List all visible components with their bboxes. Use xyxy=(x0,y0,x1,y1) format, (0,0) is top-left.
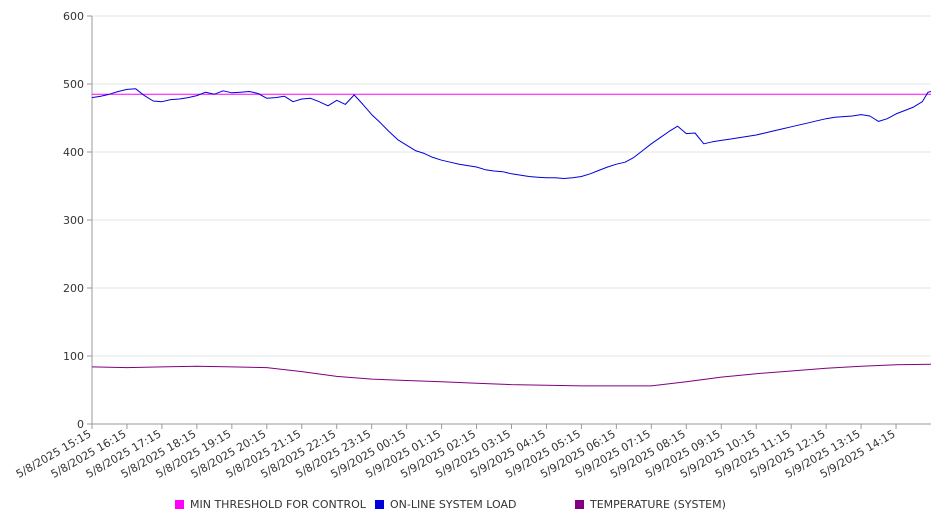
legend-swatch-temperature xyxy=(575,500,584,509)
legend-label-temperature: TEMPERATURE (SYSTEM) xyxy=(590,498,726,511)
legend-swatch-min-threshold xyxy=(175,500,184,509)
legend-item-online-system-load: ON-LINE SYSTEM LOAD xyxy=(375,498,516,511)
legend-swatch-online-system-load xyxy=(375,500,384,509)
grid-lines xyxy=(92,15,931,357)
legend-label-min-threshold: MIN THRESHOLD FOR CONTROL xyxy=(190,498,366,511)
legend-item-min-threshold: MIN THRESHOLD FOR CONTROL xyxy=(175,498,366,511)
y-tick-label: 400 xyxy=(63,146,84,159)
y-axis-ticks: 0 100 200 300 400 500 600 xyxy=(63,10,92,431)
y-tick-label: 500 xyxy=(63,78,84,91)
y-tick-label: 200 xyxy=(63,282,84,295)
series-lines xyxy=(91,88,932,387)
y-tick-label: 100 xyxy=(63,350,84,363)
legend: MIN THRESHOLD FOR CONTROL ON-LINE SYSTEM… xyxy=(0,498,946,516)
temperature-line xyxy=(91,363,932,387)
legend-label-online-system-load: ON-LINE SYSTEM LOAD xyxy=(390,498,517,511)
y-tick-label: 0 xyxy=(77,418,84,431)
legend-item-temperature: TEMPERATURE (SYSTEM) xyxy=(575,498,726,511)
x-axis-ticks: 5/8/2025 15:155/8/2025 16:155/8/2025 17:… xyxy=(14,424,898,481)
y-tick-label: 600 xyxy=(63,10,84,23)
online-system-load-line xyxy=(91,88,932,179)
y-tick-label: 300 xyxy=(63,214,84,227)
